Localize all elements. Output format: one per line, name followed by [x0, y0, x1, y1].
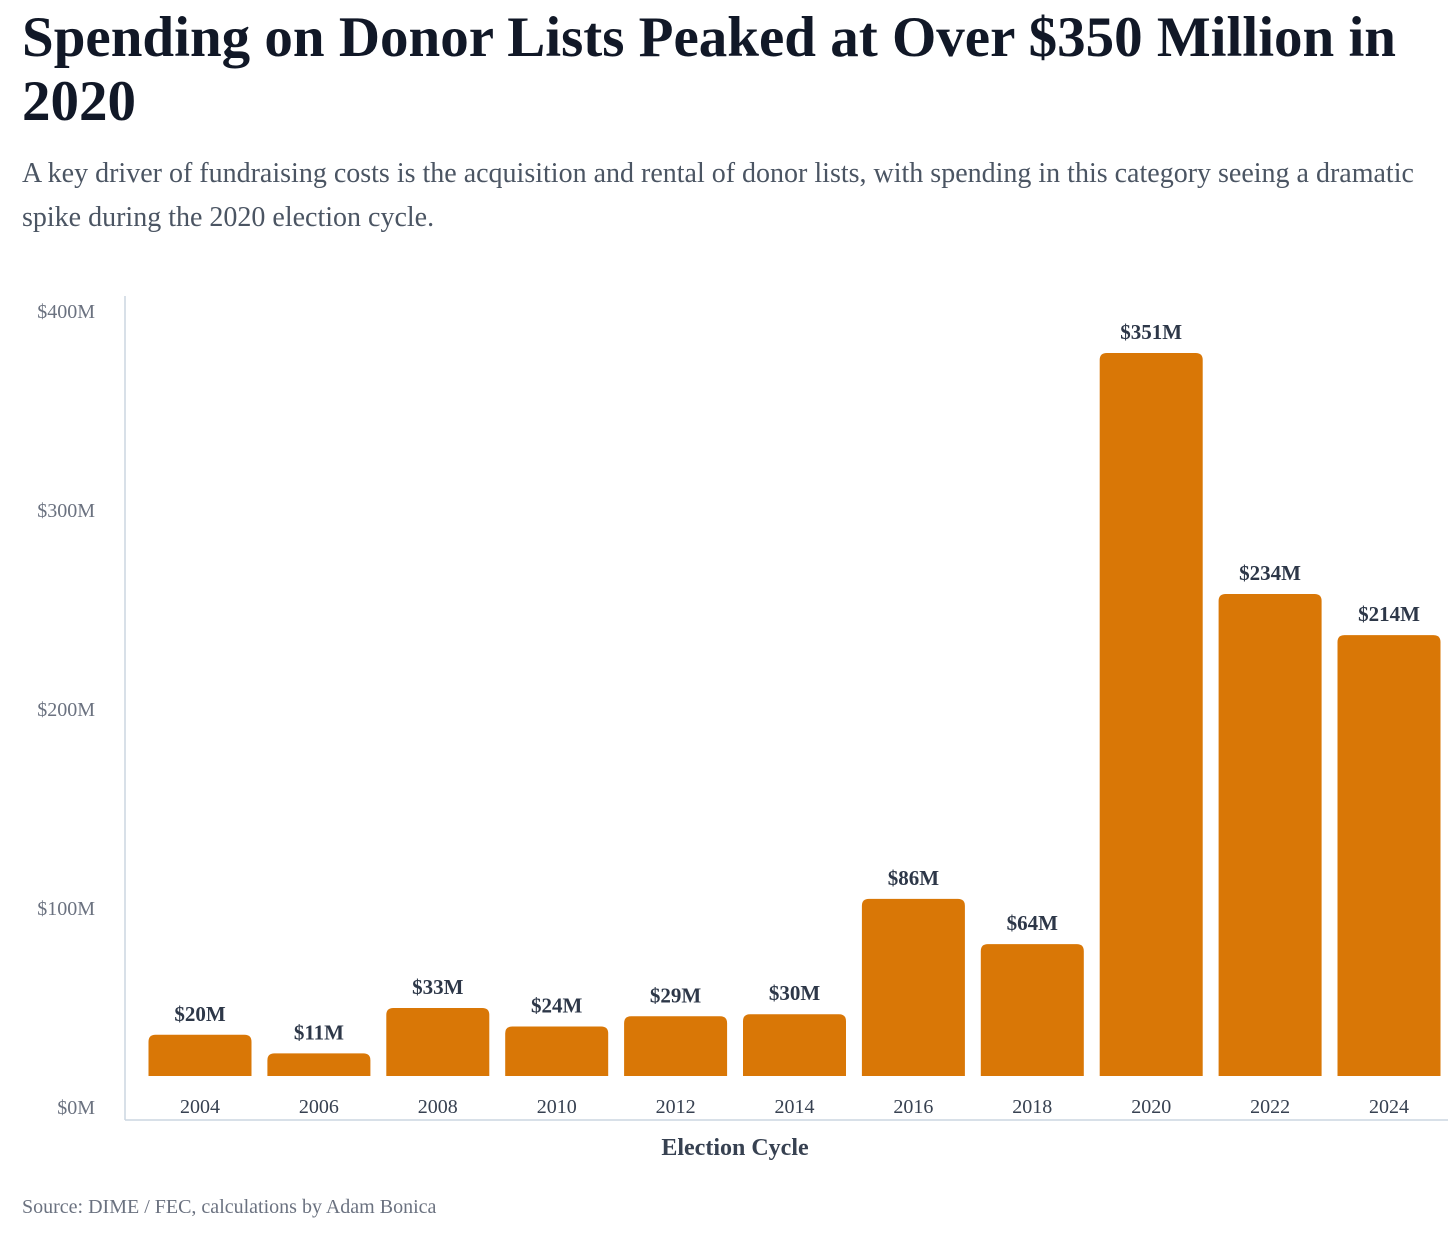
bar-2012	[624, 1016, 728, 1076]
bar-2022	[1218, 593, 1322, 1076]
bar-2010	[505, 1026, 609, 1076]
x-tick-label: 2016	[893, 1096, 933, 1118]
x-tick-label: 2010	[537, 1096, 577, 1118]
y-tick-label: $100M	[37, 898, 95, 920]
data-label: $86M	[888, 866, 940, 890]
bar-2014	[743, 1014, 846, 1076]
x-tick-label: 2008	[418, 1096, 458, 1118]
bar-2024	[1337, 635, 1441, 1076]
bar-2006	[267, 1053, 371, 1076]
data-label: $214M	[1358, 602, 1420, 626]
x-tick-label: 2012	[656, 1096, 696, 1118]
bar-2020	[1099, 352, 1203, 1076]
x-tick-label: 2024	[1369, 1096, 1409, 1118]
y-tick-label: $200M	[37, 699, 95, 721]
x-axis-title: Election Cycle	[661, 1135, 809, 1161]
data-label: $24M	[531, 994, 583, 1018]
data-label: $64M	[1007, 911, 1059, 935]
bar-2008	[386, 1008, 490, 1076]
data-label: $33M	[412, 975, 464, 999]
data-label: $11M	[294, 1020, 344, 1044]
x-tick-label: 2020	[1131, 1096, 1171, 1118]
data-label: $30M	[769, 981, 821, 1005]
data-label: $20M	[174, 1002, 226, 1026]
bar-2016	[861, 898, 965, 1076]
data-label: $234M	[1239, 561, 1301, 585]
bar-2004	[148, 1034, 252, 1076]
chart-title: Spending on Donor Lists Peaked at Over $…	[22, 6, 1397, 133]
x-tick-label: 2018	[1012, 1096, 1052, 1118]
chart-subtitle: A key driver of fundraising costs is the…	[22, 158, 1414, 233]
bar-2018	[980, 944, 1084, 1076]
y-tick-label: $0M	[57, 1097, 95, 1119]
x-tick-label: 2004	[180, 1096, 220, 1118]
y-tick-label: $400M	[37, 301, 95, 323]
x-tick-label: 2006	[299, 1096, 339, 1118]
x-tick-label: 2014	[775, 1096, 815, 1118]
data-label: $29M	[650, 983, 702, 1007]
y-tick-label: $300M	[37, 500, 95, 522]
x-tick-label: 2022	[1250, 1096, 1290, 1118]
data-label: $351M	[1120, 320, 1182, 344]
source-note: Source: DIME / FEC, calculations by Adam…	[22, 1196, 437, 1218]
